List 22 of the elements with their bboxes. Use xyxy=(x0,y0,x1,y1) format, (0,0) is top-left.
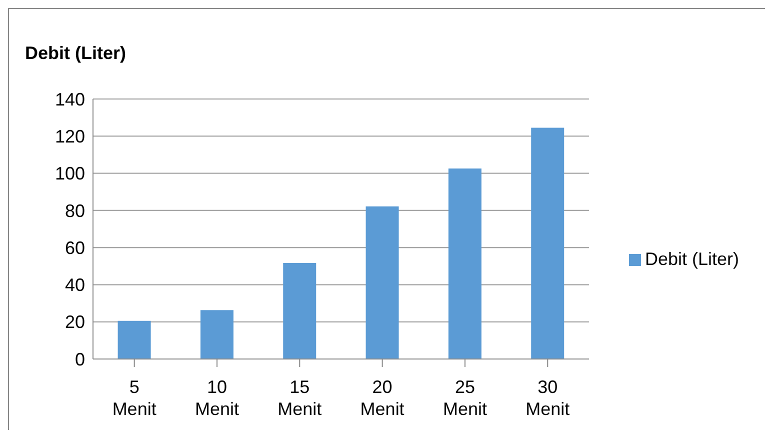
bar xyxy=(366,206,399,359)
x-tick-label: 15 Menit xyxy=(278,377,322,419)
y-tick-label: 140 xyxy=(54,89,85,110)
legend-label: Debit (Liter) xyxy=(644,248,739,268)
y-tick-label: 0 xyxy=(74,349,85,370)
chart-title: Debit (Liter) xyxy=(25,43,126,64)
x-tick-label: 5 Menit xyxy=(112,377,156,419)
bar xyxy=(118,320,151,359)
y-tick-label: 100 xyxy=(54,164,85,184)
x-tick-label: 20 Menit xyxy=(360,377,404,419)
y-tick-label: 40 xyxy=(64,275,85,296)
bar xyxy=(283,262,316,359)
bar xyxy=(531,128,564,359)
x-tick-label: 10 Menit xyxy=(194,377,239,419)
bar xyxy=(200,310,234,359)
bar xyxy=(448,168,482,359)
y-tick-label: 20 xyxy=(64,312,85,332)
y-tick-label: 120 xyxy=(54,126,85,147)
x-tick-label: 30 Menit xyxy=(526,377,570,419)
y-tick-label: 80 xyxy=(64,200,85,221)
y-tick-label: 60 xyxy=(64,238,85,258)
x-tick-label: 25 Menit xyxy=(442,377,487,419)
